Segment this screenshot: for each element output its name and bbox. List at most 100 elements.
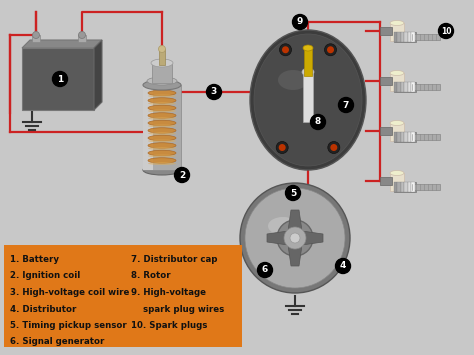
- Circle shape: [277, 220, 313, 256]
- Circle shape: [330, 144, 337, 151]
- Circle shape: [290, 233, 300, 243]
- Text: 1. Battery: 1. Battery: [10, 255, 59, 264]
- Bar: [398, 82, 401, 92]
- Circle shape: [284, 227, 306, 249]
- Bar: [159, 49, 165, 65]
- Bar: [78, 35, 86, 42]
- Bar: [408, 132, 411, 142]
- Ellipse shape: [148, 105, 176, 111]
- Polygon shape: [295, 230, 323, 246]
- Text: 9. High-voltage: 9. High-voltage: [131, 288, 206, 297]
- Ellipse shape: [148, 147, 176, 150]
- Text: 7: 7: [343, 100, 349, 109]
- Circle shape: [207, 84, 221, 99]
- Bar: [398, 182, 401, 192]
- Ellipse shape: [148, 120, 176, 126]
- Ellipse shape: [148, 135, 176, 141]
- Text: 6: 6: [262, 266, 268, 274]
- Bar: [22, 48, 94, 110]
- Ellipse shape: [148, 158, 176, 163]
- Ellipse shape: [148, 94, 176, 98]
- Ellipse shape: [148, 162, 176, 165]
- Ellipse shape: [240, 183, 350, 293]
- Bar: [411, 132, 415, 142]
- Bar: [408, 182, 411, 192]
- Polygon shape: [287, 210, 303, 238]
- Bar: [394, 182, 416, 192]
- Circle shape: [279, 144, 286, 151]
- Ellipse shape: [148, 125, 176, 127]
- Circle shape: [53, 71, 67, 87]
- Ellipse shape: [148, 143, 176, 148]
- Text: spark plug wires: spark plug wires: [131, 305, 224, 313]
- Bar: [143, 85, 153, 170]
- Ellipse shape: [390, 71, 404, 76]
- Bar: [394, 132, 416, 142]
- Ellipse shape: [148, 113, 176, 118]
- Circle shape: [276, 142, 288, 153]
- Text: 1: 1: [57, 75, 63, 83]
- Ellipse shape: [148, 109, 176, 113]
- Ellipse shape: [151, 59, 173, 67]
- Bar: [401, 82, 404, 92]
- Polygon shape: [287, 238, 303, 266]
- Circle shape: [328, 142, 340, 153]
- Bar: [303, 72, 313, 122]
- Bar: [394, 32, 416, 42]
- Text: 10. Spark plugs: 10. Spark plugs: [131, 321, 207, 330]
- Ellipse shape: [250, 30, 366, 170]
- Circle shape: [280, 44, 292, 56]
- Circle shape: [292, 15, 308, 29]
- Circle shape: [327, 46, 334, 53]
- Bar: [411, 182, 415, 192]
- Bar: [401, 32, 404, 42]
- Bar: [304, 48, 312, 76]
- Ellipse shape: [303, 45, 313, 51]
- Bar: [401, 132, 404, 142]
- Circle shape: [325, 44, 337, 56]
- Bar: [411, 82, 415, 92]
- Bar: [411, 32, 415, 42]
- Bar: [143, 85, 181, 170]
- Circle shape: [310, 115, 326, 130]
- Text: 6. Signal generator: 6. Signal generator: [10, 338, 104, 346]
- Ellipse shape: [148, 117, 176, 120]
- Ellipse shape: [278, 70, 308, 90]
- Bar: [380, 77, 392, 85]
- Bar: [412, 84, 440, 90]
- Text: 8. Rotor: 8. Rotor: [131, 272, 171, 280]
- Bar: [412, 184, 440, 190]
- Text: 2. Ignition coil: 2. Ignition coil: [10, 272, 80, 280]
- Ellipse shape: [148, 98, 176, 103]
- Bar: [398, 132, 401, 142]
- Ellipse shape: [390, 170, 404, 175]
- Ellipse shape: [143, 80, 181, 90]
- Text: 4: 4: [340, 262, 346, 271]
- Bar: [412, 134, 440, 140]
- Bar: [401, 182, 404, 192]
- Text: 9: 9: [297, 17, 303, 27]
- Ellipse shape: [148, 132, 176, 135]
- FancyBboxPatch shape: [4, 245, 242, 347]
- Bar: [404, 82, 408, 92]
- Bar: [394, 82, 398, 92]
- Text: 5. Timing pickup sensor: 5. Timing pickup sensor: [10, 321, 127, 330]
- Bar: [390, 123, 404, 141]
- Bar: [394, 82, 416, 92]
- Text: 2: 2: [179, 170, 185, 180]
- Circle shape: [282, 46, 289, 53]
- Ellipse shape: [302, 68, 314, 76]
- Ellipse shape: [148, 102, 176, 105]
- Bar: [390, 23, 404, 41]
- Text: 8: 8: [315, 118, 321, 126]
- Ellipse shape: [390, 21, 404, 26]
- Text: 10: 10: [441, 27, 451, 36]
- Bar: [408, 82, 411, 92]
- Bar: [394, 182, 398, 192]
- Circle shape: [79, 32, 85, 38]
- Bar: [404, 132, 408, 142]
- Ellipse shape: [143, 165, 181, 175]
- Ellipse shape: [148, 150, 176, 156]
- Text: 5: 5: [290, 189, 296, 197]
- Ellipse shape: [148, 154, 176, 158]
